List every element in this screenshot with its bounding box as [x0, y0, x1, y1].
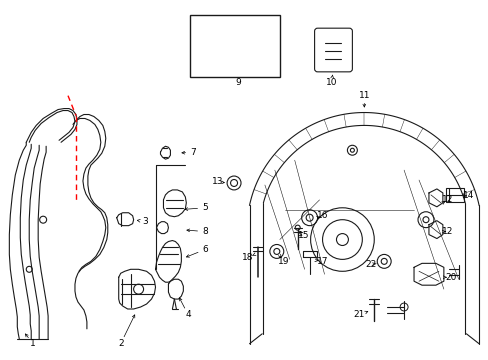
Text: 16: 16: [316, 211, 327, 220]
Text: 11: 11: [358, 91, 369, 100]
Text: 2: 2: [118, 339, 123, 348]
Text: 10: 10: [325, 78, 337, 87]
Text: 1: 1: [30, 339, 36, 348]
Text: 15: 15: [297, 231, 309, 240]
Text: 4: 4: [185, 310, 191, 319]
Text: 22: 22: [365, 260, 376, 269]
Text: 18: 18: [242, 253, 253, 262]
Text: 8: 8: [202, 227, 208, 236]
Text: 12: 12: [441, 227, 452, 236]
Text: 21: 21: [353, 310, 364, 319]
Text: 17: 17: [316, 257, 327, 266]
Bar: [445, 188, 463, 202]
Bar: [224, 32, 252, 70]
Bar: [190, 15, 279, 77]
Text: 9: 9: [235, 78, 241, 87]
Text: 12: 12: [441, 195, 452, 204]
Text: 3: 3: [142, 217, 148, 226]
Text: 5: 5: [202, 203, 208, 212]
Text: 20: 20: [444, 273, 456, 282]
Text: 6: 6: [202, 245, 208, 254]
Text: 19: 19: [278, 257, 289, 266]
Text: 14: 14: [462, 192, 473, 201]
Text: 13: 13: [212, 177, 224, 186]
Text: 7: 7: [190, 148, 196, 157]
